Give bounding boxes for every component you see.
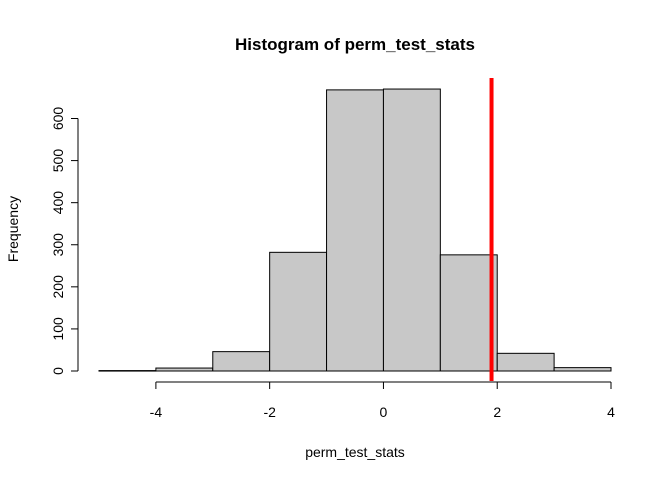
bars-group: [98, 88, 612, 372]
y-tick-label: 500: [50, 149, 66, 173]
histogram-bar: [553, 367, 612, 372]
x-axis-label: perm_test_stats: [305, 444, 405, 460]
x-tick-label: 2: [493, 404, 501, 420]
histogram-bar: [496, 352, 555, 372]
histogram-bar: [269, 251, 328, 372]
x-tick-label: -4: [150, 404, 163, 420]
y-tick-label: 100: [50, 317, 66, 341]
chart-title: Histogram of perm_test_stats: [235, 35, 475, 54]
histogram-bar: [98, 370, 157, 372]
y-tick-label: 0: [50, 367, 66, 375]
y-tick-label: 400: [50, 191, 66, 215]
x-axis: -4 -2 0 2 4: [150, 381, 615, 420]
y-tick-label: 600: [50, 107, 66, 131]
x-tick-label: 0: [380, 404, 388, 420]
y-axis: 0 100 200 300 400 500 600: [50, 107, 79, 375]
x-tick-label: 4: [607, 404, 615, 420]
histogram-bar: [382, 88, 441, 372]
histogram-bar: [155, 367, 214, 372]
x-tick-label: -2: [263, 404, 276, 420]
y-tick-label: 300: [50, 233, 66, 257]
y-tick-label: 200: [50, 275, 66, 299]
histogram-bar: [212, 351, 271, 372]
histogram-bar: [439, 254, 498, 372]
y-axis-label: Frequency: [5, 196, 21, 262]
histogram-bar: [326, 89, 384, 372]
